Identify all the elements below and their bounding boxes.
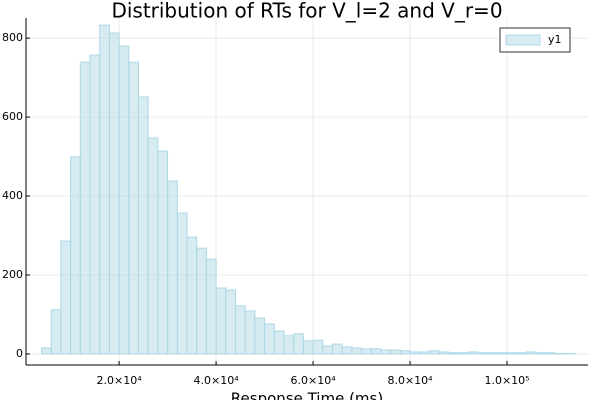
y-tick-label: 600 — [2, 110, 23, 123]
bar — [361, 348, 372, 355]
bar — [41, 347, 52, 355]
legend-swatch — [505, 34, 541, 46]
bar — [273, 330, 285, 355]
bar — [428, 350, 440, 355]
legend-label: y1 — [548, 33, 562, 46]
x-axis-label: Response Time (ms) — [231, 390, 383, 400]
bar — [293, 333, 304, 355]
bar — [147, 137, 159, 355]
bar — [176, 212, 188, 355]
bar — [399, 350, 411, 355]
bar — [467, 351, 479, 355]
x-tick-label: 4.0×10⁴ — [194, 374, 240, 387]
bar — [525, 351, 537, 355]
bar — [390, 349, 401, 355]
bar — [312, 339, 324, 355]
bar — [264, 323, 275, 355]
bar — [157, 150, 169, 355]
y-tick-label: 800 — [2, 31, 23, 44]
bar — [137, 96, 149, 355]
bar — [79, 61, 91, 355]
bar — [99, 24, 110, 355]
bar — [60, 240, 72, 355]
bar — [196, 247, 207, 355]
bar — [516, 352, 527, 355]
bar — [409, 351, 421, 355]
x-tick-label: 6.0×10⁴ — [290, 374, 336, 387]
x-tick-label: 8.0×10⁴ — [387, 374, 433, 387]
bar — [283, 335, 295, 355]
bar — [419, 351, 430, 355]
bar — [487, 352, 498, 355]
bar — [186, 236, 198, 355]
bar — [205, 258, 217, 355]
chart-title: Distribution of RTs for V_l=2 and V_r=0 — [111, 0, 502, 23]
bar — [244, 310, 256, 355]
x-tick-label: 1.0×10⁵ — [484, 374, 529, 387]
bar — [50, 309, 62, 355]
bar — [331, 343, 343, 355]
bar — [70, 156, 81, 355]
bar — [545, 352, 557, 355]
bar — [448, 352, 460, 355]
bar — [322, 345, 333, 355]
bar — [128, 61, 139, 355]
bar — [108, 32, 120, 355]
bar — [506, 352, 518, 355]
bar — [438, 351, 450, 355]
bar — [215, 287, 227, 355]
bar — [254, 317, 266, 355]
bar — [234, 305, 246, 355]
bar — [380, 349, 392, 355]
bar — [225, 289, 236, 355]
bar — [458, 352, 469, 355]
bar — [89, 54, 101, 355]
x-tick-label: 2.0×10⁴ — [97, 374, 143, 387]
bar — [370, 348, 382, 355]
bar — [496, 352, 508, 355]
bar — [535, 352, 547, 355]
y-tick-label: 200 — [2, 268, 23, 281]
bar — [351, 347, 363, 355]
y-tick-label: 0 — [16, 347, 23, 360]
bar — [118, 45, 130, 355]
y-tick-label: 400 — [2, 189, 23, 202]
bar — [302, 340, 314, 355]
bar — [341, 346, 353, 355]
bar — [477, 352, 489, 355]
bar — [167, 180, 178, 355]
